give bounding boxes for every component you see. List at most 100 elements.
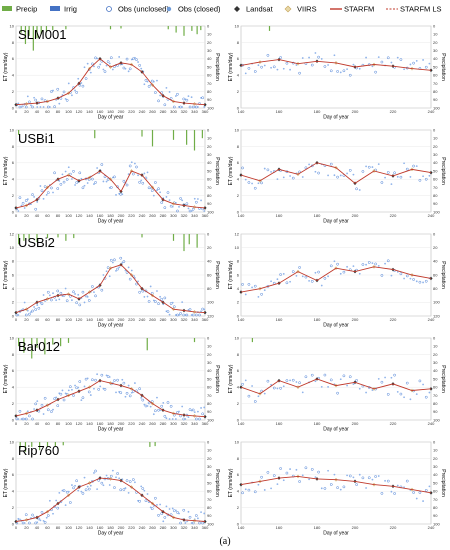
y-tick-label: 0	[12, 417, 15, 422]
obs-point	[279, 273, 282, 276]
obs-point	[125, 479, 129, 482]
obs-point	[251, 385, 253, 387]
obs-point	[304, 275, 308, 279]
obs-point	[422, 383, 424, 386]
site-name: USBi1	[18, 131, 55, 146]
x-tick-label: 180	[107, 317, 114, 322]
x-tick-label: 120	[76, 421, 83, 426]
obs-point	[336, 262, 339, 266]
obs-point	[134, 382, 136, 384]
x-tick-label: 240	[428, 421, 435, 426]
y2-axis-label: Precipitation	[440, 261, 446, 289]
precip-bar	[57, 234, 59, 238]
x-tick-label: 240	[428, 525, 435, 530]
x-axis-label: Day of year	[98, 323, 124, 329]
obs-point	[185, 98, 189, 102]
obs-point	[113, 486, 116, 489]
obs-point	[52, 191, 54, 194]
obs-point	[266, 53, 270, 57]
obs-point	[17, 102, 20, 105]
x-axis-label: Day of year	[323, 115, 349, 121]
site-name: Rip760	[18, 443, 59, 458]
obs-point	[263, 489, 266, 491]
obs-point	[329, 162, 333, 166]
precip-bar	[19, 442, 21, 449]
obs-point	[298, 266, 301, 269]
obs-point	[424, 177, 428, 181]
obs-point	[266, 379, 270, 383]
obs-point	[118, 266, 121, 269]
obs-point	[203, 512, 206, 515]
obs-point	[295, 64, 298, 66]
obs-point	[83, 476, 86, 479]
y2-tick-label: 40	[433, 160, 438, 165]
obs-point	[108, 62, 111, 65]
obs-point	[165, 196, 168, 198]
obs-point	[46, 408, 50, 412]
obs-point	[128, 480, 132, 483]
obs-point	[127, 491, 130, 494]
obs-point	[56, 289, 60, 293]
x-tick-label: 200	[352, 525, 359, 530]
y-tick-label: 8	[237, 259, 240, 264]
obs-point	[56, 404, 60, 408]
x-tick-label: 40	[35, 525, 40, 530]
landsat-marker	[429, 491, 433, 495]
obs-point	[185, 313, 189, 317]
obs-point	[169, 302, 173, 305]
x-tick-label: 220	[128, 213, 135, 218]
obs-point	[46, 514, 50, 517]
precip-bar	[31, 338, 33, 359]
obs-point	[377, 56, 380, 58]
precip-bar	[60, 338, 62, 347]
obs-point	[346, 172, 348, 175]
y-axis-label: ET (mm/day)	[228, 52, 234, 81]
obs-point	[178, 205, 180, 208]
obs-point	[308, 56, 310, 59]
y2-tick-label: 0	[207, 335, 210, 340]
legend-item: Landsat	[234, 5, 274, 14]
obs-point	[159, 295, 162, 298]
y-tick-label: 8	[12, 144, 15, 149]
obs-point	[84, 294, 88, 298]
x-axis-label: Day of year	[323, 531, 349, 537]
obs-point	[131, 172, 135, 176]
legend-label: Landsat	[246, 5, 274, 14]
y2-tick-label: 90	[433, 513, 438, 518]
obs-point	[43, 185, 47, 189]
obs-point	[64, 170, 67, 173]
y-tick-label: 2	[237, 89, 240, 94]
y2-tick-label: 60	[207, 73, 212, 78]
x-tick-label: 300	[170, 421, 177, 426]
y-axis-label: ET (mm/day)	[228, 364, 234, 393]
obs-point	[40, 97, 44, 101]
obs-point	[77, 293, 80, 296]
starfm-line	[15, 380, 206, 418]
precip-bar	[65, 26, 67, 30]
obs-point	[53, 171, 56, 175]
obs-point	[26, 198, 29, 201]
obs-point	[314, 52, 317, 54]
obs-point	[393, 373, 396, 377]
obs-point	[251, 286, 253, 289]
obs-point	[298, 71, 301, 75]
precip-bar	[23, 338, 25, 353]
obs-point	[348, 474, 352, 478]
obs-point	[342, 374, 346, 378]
x-tick-label: 0	[15, 421, 18, 426]
x-tick-label: 220	[390, 421, 397, 426]
y-tick-label: 0	[12, 209, 15, 214]
x-tick-label: 20	[24, 213, 29, 218]
obs-point	[323, 65, 327, 68]
obs-point	[93, 472, 95, 474]
obs-point	[374, 262, 377, 266]
y2-tick-label: 0	[207, 231, 210, 236]
y2-axis-label: Precipitation	[440, 469, 446, 497]
y-tick-label: 8	[12, 456, 15, 461]
obs-point	[64, 287, 67, 290]
obs-point	[289, 175, 291, 177]
y-tick-label: 2	[12, 401, 15, 406]
precip-bar	[23, 234, 25, 241]
y2-tick-label: 20	[207, 40, 212, 45]
obs-point	[329, 378, 333, 382]
